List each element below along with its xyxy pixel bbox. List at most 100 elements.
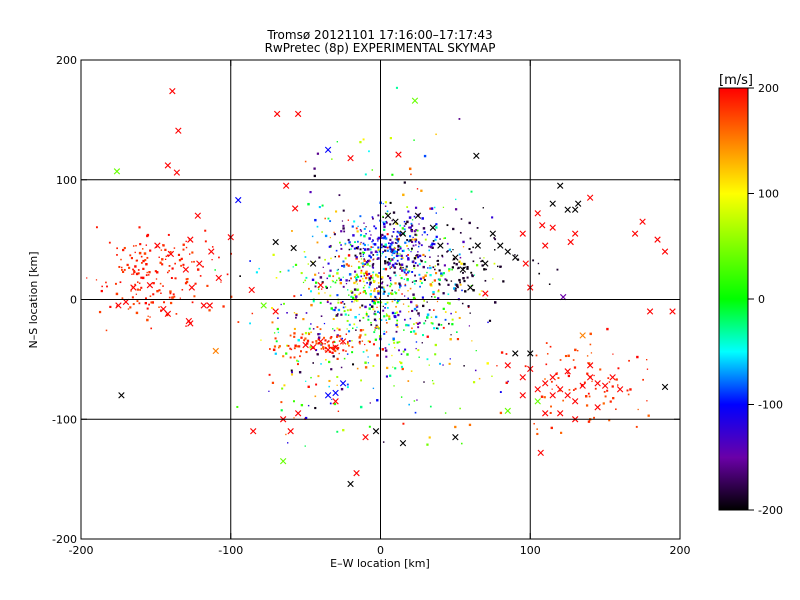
- data-dot: [150, 327, 153, 330]
- data-dot: [142, 267, 145, 270]
- data-dot: [373, 243, 377, 246]
- data-dot: [414, 274, 417, 277]
- data-dot: [332, 275, 335, 278]
- data-dot: [364, 305, 367, 309]
- y-tick-label: 0: [70, 294, 77, 307]
- data-dot: [418, 223, 420, 225]
- data-dot: [168, 269, 171, 272]
- data-dot: [507, 380, 509, 383]
- data-dot: [360, 258, 363, 260]
- data-dot: [319, 276, 323, 279]
- data-dot: [471, 274, 473, 276]
- data-dot: [362, 351, 365, 353]
- data-dot: [448, 268, 451, 271]
- data-dot: [276, 327, 279, 331]
- data-dot: [481, 264, 484, 267]
- data-dot: [471, 340, 473, 342]
- data-dot: [502, 280, 505, 283]
- data-dot: [589, 332, 592, 336]
- data-dot: [372, 343, 375, 346]
- data-dot: [272, 348, 276, 352]
- data-dot: [382, 215, 384, 218]
- data-dot: [135, 244, 137, 247]
- data-dot: [150, 301, 153, 304]
- data-dot: [384, 260, 387, 263]
- data-dot: [438, 278, 441, 282]
- data-dot: [388, 317, 391, 321]
- data-dot: [160, 309, 163, 312]
- data-dot: [137, 272, 140, 275]
- data-dot: [310, 331, 312, 334]
- data-dot: [400, 258, 403, 260]
- data-point: [512, 254, 519, 261]
- data-dot: [394, 242, 397, 244]
- data-dot: [185, 280, 189, 284]
- data-dot: [359, 334, 362, 337]
- data-dot: [367, 318, 370, 321]
- data-dot: [470, 190, 473, 193]
- data-dot: [364, 263, 366, 266]
- data-dot: [351, 244, 354, 248]
- data-dot: [408, 216, 412, 219]
- data-dot: [469, 237, 472, 240]
- data-dot: [562, 399, 565, 402]
- data-point: [317, 338, 324, 345]
- data-dot: [374, 327, 377, 329]
- data-dot: [413, 230, 416, 233]
- data-dot: [377, 246, 380, 249]
- data-dot: [377, 236, 381, 240]
- data-dot: [432, 292, 435, 296]
- data-dot: [357, 225, 359, 228]
- data-dot: [340, 230, 343, 233]
- data-dot: [418, 273, 421, 276]
- data-dot: [355, 257, 358, 260]
- data-dot: [453, 287, 456, 290]
- data-dot: [411, 309, 414, 313]
- data-dot: [340, 366, 343, 369]
- data-dot: [324, 339, 327, 342]
- data-dot: [184, 282, 188, 285]
- data-dot: [304, 416, 308, 420]
- data-dot: [429, 283, 432, 286]
- data-dot: [387, 292, 390, 295]
- data-point: [549, 392, 556, 399]
- data-dot: [353, 281, 356, 285]
- data-dot: [373, 300, 376, 303]
- data-dot: [444, 237, 447, 239]
- data-point: [571, 230, 579, 237]
- data-dot: [602, 402, 605, 405]
- data-dot: [471, 274, 474, 278]
- data-dot: [146, 234, 149, 238]
- data-dot: [347, 314, 350, 316]
- data-dot: [363, 259, 366, 262]
- data-dot: [300, 336, 303, 339]
- data-dot: [606, 389, 609, 392]
- data-dot: [369, 248, 372, 251]
- data-dot: [635, 425, 638, 428]
- data-dot: [485, 268, 488, 271]
- data-dot: [385, 355, 388, 358]
- data-dot: [320, 347, 323, 350]
- data-point: [353, 469, 360, 477]
- data-dot: [458, 261, 460, 263]
- data-dot: [430, 316, 433, 319]
- data-dot: [370, 289, 372, 292]
- data-dot: [314, 285, 317, 288]
- data-dot: [406, 244, 408, 247]
- data-dot: [226, 273, 229, 276]
- data-dot: [399, 247, 402, 250]
- data-dot: [442, 307, 445, 310]
- data-point: [594, 404, 601, 411]
- data-dot: [116, 254, 118, 256]
- data-point: [429, 224, 437, 231]
- data-dot: [163, 301, 166, 304]
- data-dot: [438, 269, 441, 272]
- data-dot: [358, 293, 360, 296]
- data-dot: [206, 284, 209, 287]
- data-dot: [359, 140, 362, 144]
- data-point: [452, 434, 459, 441]
- data-dot: [615, 378, 618, 381]
- data-dot: [384, 243, 387, 246]
- data-dot: [411, 271, 414, 273]
- data-point: [564, 368, 571, 375]
